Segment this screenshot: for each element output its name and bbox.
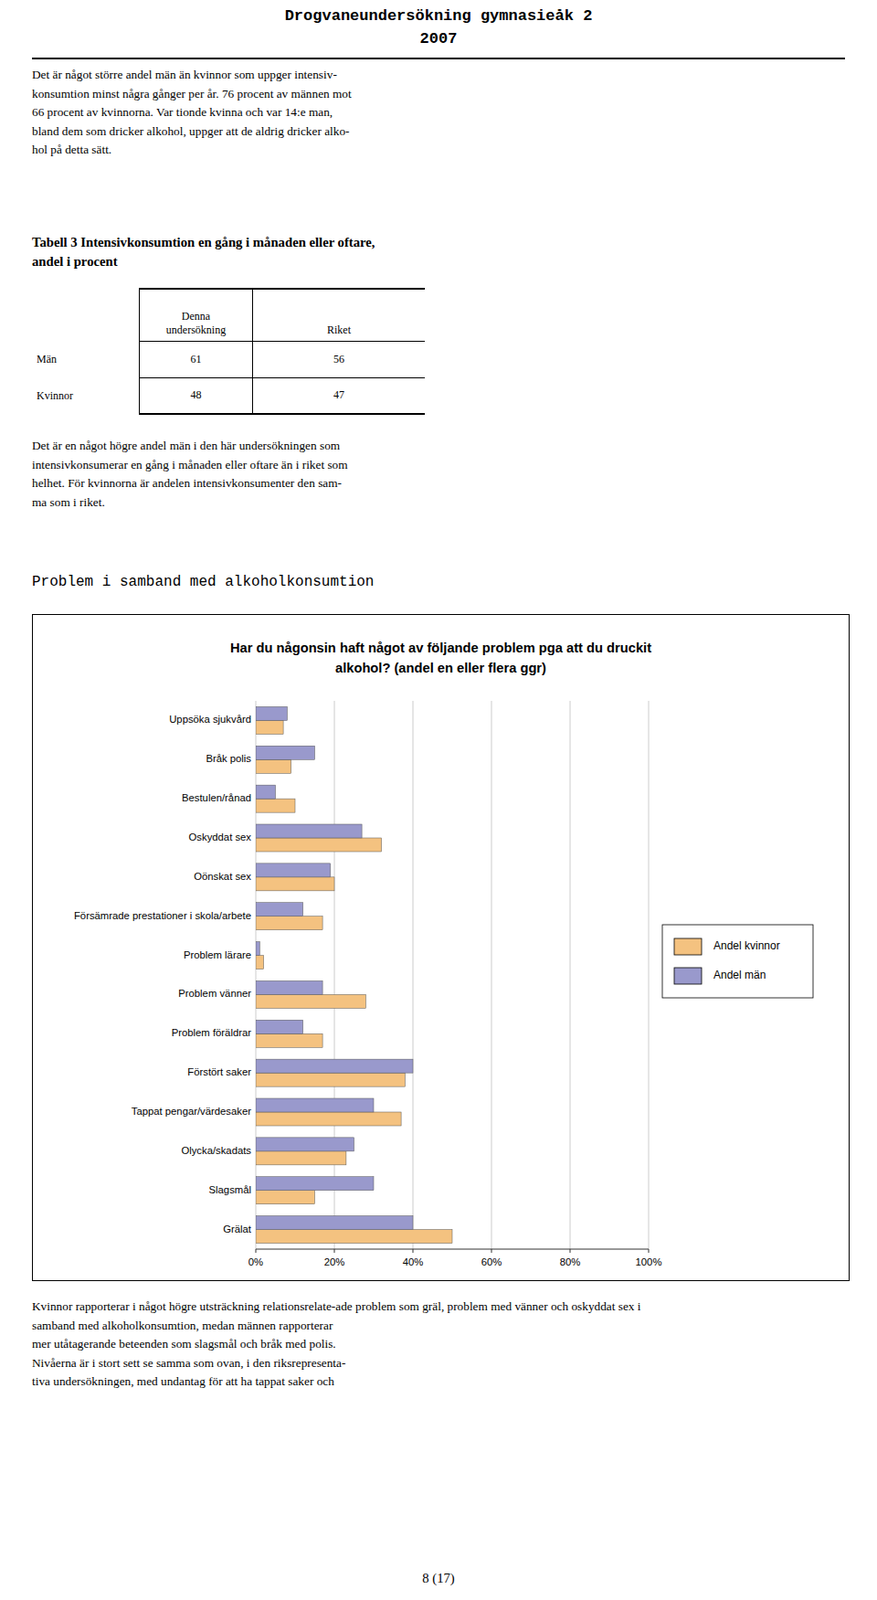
tick — [570, 1248, 571, 1253]
table-value: 47 — [253, 377, 426, 414]
legend-frame — [662, 924, 814, 998]
bar — [255, 784, 276, 799]
category-label: Problem föräldrar — [171, 1026, 253, 1038]
tick-label: 20% — [324, 1256, 346, 1268]
category-label: Slagsmål — [209, 1183, 252, 1195]
bar — [255, 941, 260, 956]
bar — [255, 798, 296, 813]
bar — [255, 993, 366, 1008]
bar — [255, 1033, 323, 1047]
table-value: 56 — [253, 340, 426, 378]
category-label: Oskyddat sex — [189, 831, 253, 843]
category-label: Problem vänner — [178, 987, 252, 999]
category-label: Oönskat sex — [193, 870, 252, 882]
table-title: Tabell 3 Intensivkonsumtion en gång i må… — [31, 232, 846, 271]
category-label: Försämrade prestationer i skola/arbete — [73, 909, 252, 921]
table-row: Kvinnor4847 — [31, 377, 425, 414]
bars — [255, 706, 453, 1243]
grid-line — [648, 700, 650, 1249]
bar — [255, 1072, 405, 1087]
grid-line — [255, 700, 257, 1249]
tick — [412, 1248, 414, 1253]
title-line: Drogvaneundersökning gymnasieåk 2 — [0, 7, 877, 25]
table-value: 61 — [139, 340, 254, 378]
bar — [255, 980, 323, 994]
table-row-label: Kvinnor — [31, 377, 140, 414]
body-text: Det är en något högre andel män i den hä… — [31, 436, 846, 512]
tick-label: 60% — [481, 1256, 503, 1268]
chart: Har du någonsin haft något av följande p… — [31, 613, 850, 1281]
bar — [255, 902, 304, 917]
legend-label: Andel män — [713, 968, 766, 982]
category-label: Uppsöka sjukvård — [169, 713, 252, 725]
table-header: Denna undersökning — [139, 288, 254, 341]
title-line: 2007 — [0, 30, 877, 48]
legend-label: Andel kvinnor — [713, 939, 781, 952]
table-row: Män6156 — [31, 340, 425, 378]
category-label: Grälat — [222, 1223, 253, 1235]
bar — [255, 1058, 413, 1073]
tick-label: 80% — [560, 1256, 582, 1268]
bar — [255, 1151, 347, 1165]
bar — [255, 759, 292, 773]
tick-label: 40% — [402, 1256, 424, 1268]
table-value: 48 — [139, 377, 254, 414]
grid-line — [491, 700, 493, 1249]
bar — [255, 1190, 316, 1205]
tick-label: 100% — [635, 1256, 663, 1268]
chart-title: Har du någonsin haft något av följande p… — [230, 640, 652, 676]
bar — [255, 1137, 355, 1152]
page: Drogvaneundersökning gymnasieåk 2 2007 Det… — [0, 0, 877, 1600]
body-text: Det är något större andel män än kvinnor… — [31, 65, 846, 160]
table-row-label: Män — [31, 340, 140, 378]
legend-swatch — [674, 938, 702, 955]
bar — [255, 1229, 453, 1244]
bar — [255, 719, 284, 734]
category-label: Bestulen/rånad — [181, 792, 252, 804]
tick-label: 0% — [248, 1256, 264, 1268]
category-label: Tappat pengar/värdesaker — [131, 1105, 252, 1117]
bar — [255, 1215, 413, 1230]
bar — [255, 877, 335, 891]
bar — [255, 745, 316, 760]
category-label: Bråk polis — [205, 752, 252, 764]
tick — [255, 1248, 257, 1253]
table-row: Denna undersökningRiket — [31, 288, 425, 341]
bar — [255, 1098, 374, 1112]
x-axis-line — [255, 1248, 649, 1250]
grid-line — [334, 700, 336, 1249]
table-cell — [31, 288, 140, 341]
body-text: Kvinnor rapporterar i något högre utsträ… — [31, 1297, 846, 1392]
table-header: Riket — [253, 288, 426, 341]
grid-line — [570, 700, 571, 1249]
tick — [334, 1248, 336, 1253]
category-label: Problem lärare — [183, 949, 252, 961]
bar — [255, 955, 265, 970]
bar — [255, 1111, 402, 1126]
grid-line — [412, 700, 414, 1249]
category-label: Olycka/skadats — [180, 1144, 252, 1156]
bar — [255, 916, 323, 930]
tick — [491, 1248, 493, 1253]
bar — [255, 837, 382, 852]
bar — [255, 706, 287, 720]
rule — [31, 57, 846, 60]
bar — [255, 824, 362, 838]
bar — [255, 1176, 374, 1191]
table: Denna undersökningRiketMän6156Kvinnor484… — [31, 287, 425, 415]
category-label: Förstört saker — [187, 1066, 252, 1078]
footer: 8 (17) — [31, 1562, 846, 1595]
section-title: Problem i samband med alkoholkonsumtion — [31, 573, 846, 591]
legend-swatch — [674, 967, 702, 984]
bar — [255, 1019, 304, 1034]
bar — [255, 863, 331, 877]
tick — [648, 1248, 650, 1253]
chart-frame — [32, 614, 850, 1281]
